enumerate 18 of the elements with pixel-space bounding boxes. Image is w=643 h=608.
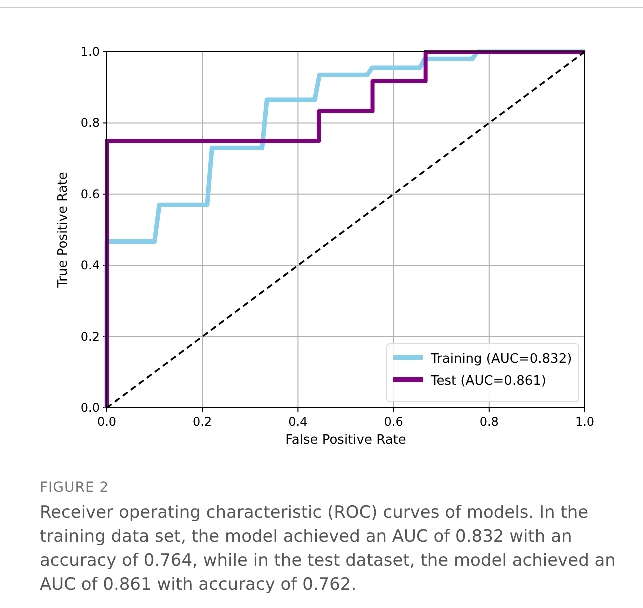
x-axis-title: False Positive Rate — [286, 433, 406, 448]
x-tick-label: 0.6 — [384, 415, 404, 429]
x-tick-label: 0.0 — [97, 415, 117, 429]
x-tick-label: 0.2 — [193, 415, 212, 429]
x-tick-label: 1.0 — [575, 415, 595, 429]
y-tick-label: 0.6 — [80, 187, 100, 202]
y-tick-label: 0.0 — [80, 401, 100, 415]
caption: FIGURE 2 — [40, 480, 110, 496]
legend-label: Training (AUC=0.832) — [430, 352, 572, 367]
y-tick-label: 0.4 — [80, 258, 100, 273]
text: Receiver operating characteristic (ROC) curves of models. In the training data set, the model achieved an AUC of 0.832 with an accuracy of 0.764, while in the test dataset, the model achieved an AUC of 0.861 with accuracy of 0.762. — [40, 503, 616, 595]
y-tick-label: 1.0 — [80, 45, 100, 59]
x-tick-label: 0.4 — [288, 415, 308, 429]
legend-label: Test (AUC=0.861) — [430, 374, 546, 389]
y-tick-label: 0.8 — [80, 116, 100, 130]
y-tick-label: 0.2 — [80, 330, 100, 344]
x-tick-label: 0.8 — [480, 415, 499, 429]
y-axis-title: True Positive Rate — [56, 172, 71, 289]
